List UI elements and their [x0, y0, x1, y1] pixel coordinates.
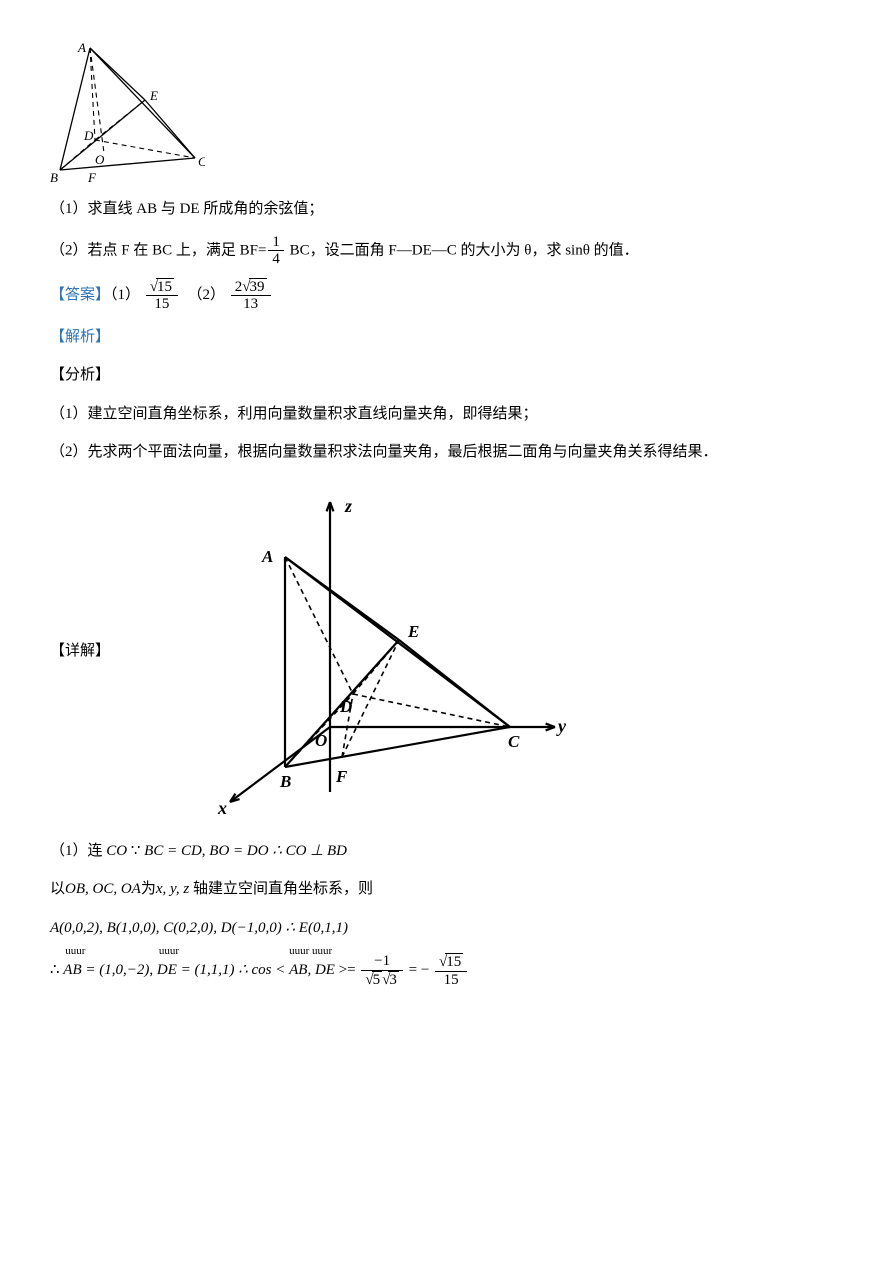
- s1l2a: 以: [50, 881, 65, 897]
- svg-text:O: O: [315, 731, 327, 750]
- s1l1d: BC = CD, BO = DO ∴ CO ⊥ BD: [144, 843, 347, 859]
- q2-frac-num: 1: [268, 234, 284, 252]
- s1-frac2: √15 15: [435, 953, 467, 988]
- analysis-2: （2）先求两个平面法向量，根据向量数量积求法向量夹角，最后根据二面角与向量夹角关…: [50, 438, 842, 467]
- step1-line2: 以OB, OC, OA为x, y, z 轴建立空间直角坐标系，则: [50, 875, 842, 904]
- figure-2-wrap: 【详解】 z y x A B C D E FO: [50, 482, 842, 822]
- s1-eq2: = −: [409, 962, 430, 978]
- q2-frac: 14: [268, 234, 284, 268]
- ans2-num: 2√39: [231, 278, 271, 297]
- ans2-frac: 2√39 13: [231, 278, 271, 313]
- step1-line1: （1）连 CO ∵ BC = CD, BO = DO ∴ CO ⊥ BD: [50, 837, 842, 866]
- ans2-label: （2）: [188, 286, 226, 302]
- svg-text:B: B: [279, 772, 291, 791]
- question-2: （2）若点 F 在 BC 上，满足 BF=14 BC，设二面角 F—DE—C 的…: [50, 234, 842, 268]
- q2-frac-den: 4: [268, 251, 284, 268]
- s1l1c: ∵: [127, 843, 144, 859]
- svg-text:E: E: [407, 622, 419, 641]
- s1l1b: CO: [106, 843, 127, 859]
- svg-text:C: C: [508, 732, 520, 751]
- answer-label: 【答案】: [50, 286, 110, 302]
- svg-text:D: D: [339, 697, 352, 716]
- ans1-den: 15: [146, 296, 178, 313]
- answer-line: 【答案】（1） √15 15 （2） 2√39 13: [50, 278, 842, 313]
- svg-text:A: A: [261, 547, 273, 566]
- svg-text:z: z: [344, 496, 352, 516]
- svg-text:C: C: [198, 154, 205, 169]
- section-detail: 【详解】: [50, 637, 140, 666]
- svg-text:A: A: [77, 40, 86, 55]
- q2-post: BC，设二面角 F—DE—C 的大小为 θ，求 sinθ 的值．: [286, 242, 639, 258]
- section-analysis: 【分析】: [50, 361, 842, 390]
- s1-frac1-num: −1: [361, 953, 402, 971]
- svg-text:E: E: [149, 88, 158, 103]
- svg-text:F: F: [87, 170, 97, 185]
- svg-text:D: D: [83, 128, 94, 143]
- ans1-num: √15: [146, 278, 178, 297]
- figure-2-svg: z y x A B C D E FO: [140, 482, 570, 822]
- s1l2c: 为: [141, 881, 156, 897]
- s1l2d: x, y, z: [156, 881, 189, 897]
- s1-frac2-den: 15: [435, 972, 467, 989]
- svg-text:O: O: [95, 152, 105, 167]
- s1-frac1-den: √5√3: [361, 971, 402, 989]
- figure-1: A B C D E FO: [50, 40, 842, 185]
- s1l2b: OB, OC, OA: [65, 881, 141, 897]
- analysis-1: （1）建立空间直角坐标系，利用向量数量积求直线向量夹角，即得结果；: [50, 400, 842, 429]
- ans1-frac: √15 15: [146, 278, 178, 313]
- svg-text:x: x: [217, 798, 227, 818]
- s1l2e: 轴建立空间直角坐标系，则: [189, 881, 373, 897]
- step1-line4: ∴ uuurAB = (1,0,−2), uuurDE = (1,1,1) ∴ …: [50, 952, 842, 988]
- svg-text:F: F: [335, 767, 348, 786]
- svg-text:B: B: [50, 170, 58, 185]
- s1-frac2-num: √15: [435, 953, 467, 972]
- ans1-label: （1）: [110, 286, 140, 302]
- section-parse: 【解析】: [50, 323, 842, 352]
- question-1: （1）求直线 AB 与 DE 所成角的余弦值；: [50, 195, 842, 224]
- figure-1-svg: A B C D E FO: [50, 40, 205, 185]
- svg-text:y: y: [556, 716, 567, 736]
- q2-pre: （2）若点 F 在 BC 上，满足 BF=: [50, 242, 266, 258]
- q1-text: （1）求直线 AB 与 DE 所成角的余弦值；: [50, 201, 323, 217]
- ans2-den: 13: [231, 296, 271, 313]
- s1-frac1: −1 √5√3: [361, 953, 402, 988]
- s1l1a: （1）连: [50, 843, 106, 859]
